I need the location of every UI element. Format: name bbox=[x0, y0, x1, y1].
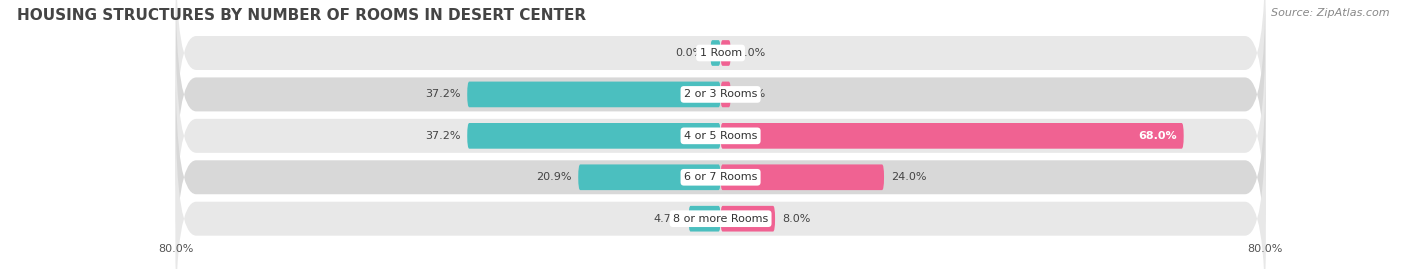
FancyBboxPatch shape bbox=[578, 164, 721, 190]
Text: 8 or more Rooms: 8 or more Rooms bbox=[673, 214, 768, 224]
Text: 20.9%: 20.9% bbox=[536, 172, 571, 182]
Text: 4 or 5 Rooms: 4 or 5 Rooms bbox=[683, 131, 758, 141]
FancyBboxPatch shape bbox=[721, 40, 731, 66]
FancyBboxPatch shape bbox=[467, 123, 721, 149]
Text: 0.0%: 0.0% bbox=[738, 48, 766, 58]
Text: 1 Room: 1 Room bbox=[700, 48, 741, 58]
FancyBboxPatch shape bbox=[467, 82, 721, 107]
Text: 0.0%: 0.0% bbox=[675, 48, 703, 58]
Text: 37.2%: 37.2% bbox=[425, 131, 460, 141]
FancyBboxPatch shape bbox=[721, 164, 884, 190]
Text: 4.7%: 4.7% bbox=[654, 214, 682, 224]
FancyBboxPatch shape bbox=[721, 82, 731, 107]
FancyBboxPatch shape bbox=[721, 123, 1184, 149]
Text: HOUSING STRUCTURES BY NUMBER OF ROOMS IN DESERT CENTER: HOUSING STRUCTURES BY NUMBER OF ROOMS IN… bbox=[17, 8, 586, 23]
FancyBboxPatch shape bbox=[176, 0, 1265, 202]
FancyBboxPatch shape bbox=[176, 111, 1265, 269]
FancyBboxPatch shape bbox=[176, 0, 1265, 160]
FancyBboxPatch shape bbox=[176, 70, 1265, 269]
Text: 8.0%: 8.0% bbox=[782, 214, 810, 224]
Text: 6 or 7 Rooms: 6 or 7 Rooms bbox=[683, 172, 758, 182]
FancyBboxPatch shape bbox=[710, 40, 721, 66]
Text: 68.0%: 68.0% bbox=[1139, 131, 1177, 141]
Text: Source: ZipAtlas.com: Source: ZipAtlas.com bbox=[1271, 8, 1389, 18]
FancyBboxPatch shape bbox=[176, 29, 1265, 243]
Text: 0.0%: 0.0% bbox=[738, 89, 766, 100]
Text: 24.0%: 24.0% bbox=[891, 172, 927, 182]
FancyBboxPatch shape bbox=[689, 206, 721, 232]
Text: 37.2%: 37.2% bbox=[425, 89, 460, 100]
FancyBboxPatch shape bbox=[721, 206, 775, 232]
Text: 2 or 3 Rooms: 2 or 3 Rooms bbox=[683, 89, 758, 100]
